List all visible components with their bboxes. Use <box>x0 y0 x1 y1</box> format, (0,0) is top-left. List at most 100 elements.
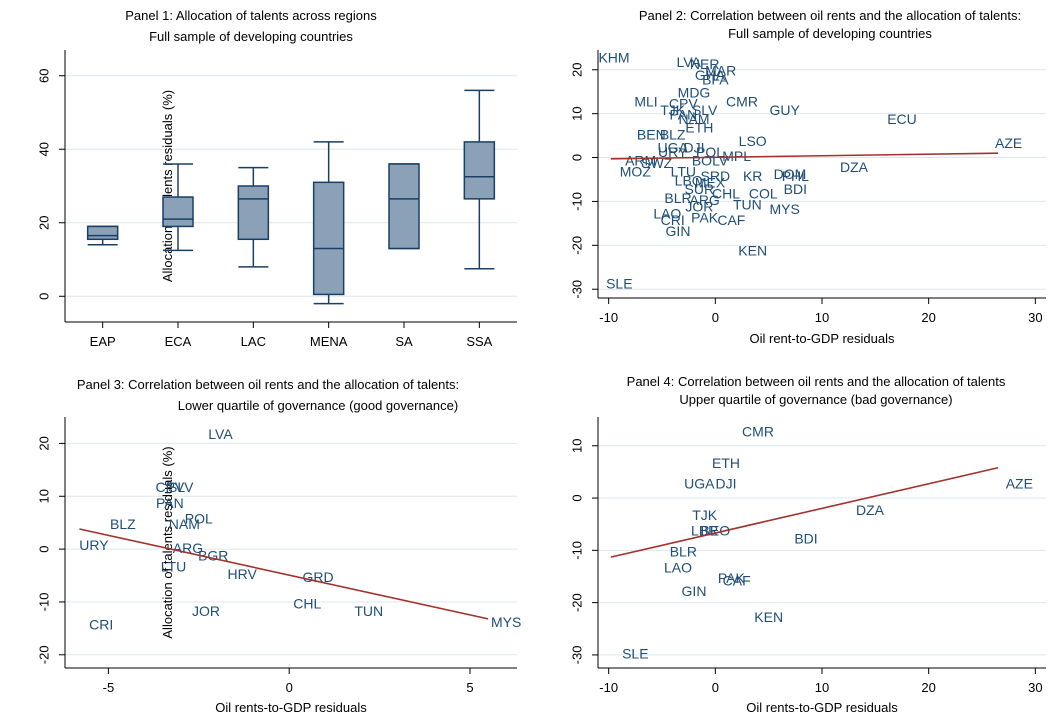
point-tun: TUN <box>733 197 762 213</box>
x-tick-label: -10 <box>599 310 618 325</box>
point-ben: BEN <box>637 126 666 142</box>
x-axis-label: Oil rents-to-GDP residuals <box>746 700 898 715</box>
y-tick-label: 20 <box>569 63 584 77</box>
box-ssa <box>463 89 496 270</box>
point-tjk: TJK <box>660 102 686 118</box>
x-tick-label: SSA <box>466 334 492 349</box>
panel-3-title: Panel 3: Correlation between oil rents a… <box>77 377 459 392</box>
point-dji: DJI <box>684 139 705 155</box>
point-mdg: MDG <box>678 85 711 101</box>
point-sle: SLE <box>606 276 632 292</box>
point-dza: DZA <box>856 502 885 518</box>
y-tick-label: 0 <box>569 494 584 501</box>
point-lbr: LBR <box>691 523 718 539</box>
point-grd: GRD <box>303 569 334 585</box>
panel-2-plot: -30 -20 -10 0 10 20 -10 0 10 20 30 Oil rent-to-GDP … <box>569 49 1046 346</box>
point-eth: ETH <box>685 120 713 136</box>
iqr-box <box>388 163 420 250</box>
x-axis-label: Oil rent-to-GDP residuals <box>750 331 895 346</box>
panel-1-title: Panel 1: Allocation of talents across re… <box>125 8 377 23</box>
panel-1-subtitle: Full sample of developing countries <box>149 29 353 44</box>
iqr-box <box>162 196 194 228</box>
x-tick-label: 10 <box>815 680 829 695</box>
point-srd: SRD <box>701 168 731 184</box>
y-tick-label: 20 <box>36 436 51 450</box>
point-ken: KEN <box>754 609 783 625</box>
point-lso: LSO <box>739 133 767 149</box>
point-lao: LAO <box>653 205 681 221</box>
point-bolv: BOLV <box>692 153 729 169</box>
point-ury: URY <box>658 144 688 160</box>
fit-line <box>610 152 999 160</box>
panel-2: Panel 2: Correlation between oil rents a… <box>569 8 1046 346</box>
x-tick-label: 5 <box>466 680 473 695</box>
point-phl: PHL <box>782 168 809 184</box>
point-eth: ETH <box>712 455 740 471</box>
x-tick-label: 30 <box>1028 310 1042 325</box>
x-tick-label: 0 <box>712 310 719 325</box>
point-arm: ARM <box>625 153 656 169</box>
point-blz: BLZ <box>660 126 686 142</box>
point-cpv: CPV <box>155 479 184 495</box>
point-mli: MLI <box>634 93 657 109</box>
point-aze: AZE <box>1006 476 1033 492</box>
point-dom: DOM <box>774 166 807 182</box>
panel-4-title: Panel 4: Correlation between oil rents a… <box>627 374 1006 389</box>
box-lac <box>237 166 270 268</box>
y-tick-label: 0 <box>36 545 51 552</box>
panel-2-subtitle: Full sample of developing countries <box>728 26 932 41</box>
point-caf: CAF <box>717 212 745 228</box>
point-gin: GIN <box>666 223 691 239</box>
panel-3-subtitle: Lower quartile of governance (good gover… <box>178 398 458 413</box>
point-aze: AZE <box>995 135 1022 151</box>
point-lva: LVA <box>676 54 701 70</box>
y-tick-label: -10 <box>36 593 51 612</box>
y-tick-label: 10 <box>569 439 584 453</box>
y-tick-label: 10 <box>569 106 584 120</box>
y-tick-label: 40 <box>36 142 51 156</box>
point-ken: KEN <box>738 243 767 259</box>
point-blz: BLZ <box>110 516 136 532</box>
point-ury: URY <box>79 537 109 553</box>
point-nam: NAM <box>169 516 200 532</box>
y-tick-label: 0 <box>569 154 584 161</box>
y-tick-label: -30 <box>569 646 584 665</box>
point-jor: JOR <box>192 603 220 619</box>
point-arg: ARG <box>689 192 719 208</box>
panel-4: Panel 4: Correlation between oil rents a… <box>569 374 1046 715</box>
fit-line <box>79 528 489 620</box>
x-tick-label: 0 <box>712 680 719 695</box>
x-tick-label: 0 <box>286 680 293 695</box>
point-guy: GUY <box>769 102 800 118</box>
x-tick-label: -5 <box>103 680 115 695</box>
panel-2-title: Panel 2: Correlation between oil rents a… <box>639 8 1021 23</box>
y-axis-label: Allocation of talents residuals (%) <box>160 446 175 638</box>
point-tun: TUN <box>354 603 383 619</box>
point-pan: PAN <box>156 495 184 511</box>
point-uga: UGA <box>657 139 688 155</box>
point-dji: DJI <box>716 476 737 492</box>
x-tick-label: -10 <box>599 680 618 695</box>
point-kr: KR <box>743 168 762 184</box>
point-cri: CRI <box>89 616 113 632</box>
panel-1-plot: 0 20 40 60 Allocation of talents residuals (… <box>36 50 517 349</box>
point-cpv: CPV <box>669 96 698 112</box>
iqr-box <box>86 225 119 241</box>
point-sle: SLE <box>622 646 648 662</box>
x-tick-label: EAP <box>90 334 116 349</box>
y-tick-label: -20 <box>569 593 584 612</box>
point-dza: DZA <box>840 159 869 175</box>
box-sa <box>388 163 420 250</box>
panel-3-plot: -20 -10 0 10 20 Allocation of talents residua… <box>36 417 521 715</box>
x-tick-label: ECA <box>165 334 192 349</box>
point-cmr: CMR <box>726 93 758 109</box>
point-khm: KHM <box>598 49 629 65</box>
point-mex: MEX <box>695 175 726 191</box>
point-blr: BLR <box>670 544 697 560</box>
point-gha: GHA <box>695 67 726 83</box>
point-chl: CHL <box>293 595 321 611</box>
x-tick-label: LAC <box>241 334 266 349</box>
point-chl: CHL <box>712 186 740 202</box>
